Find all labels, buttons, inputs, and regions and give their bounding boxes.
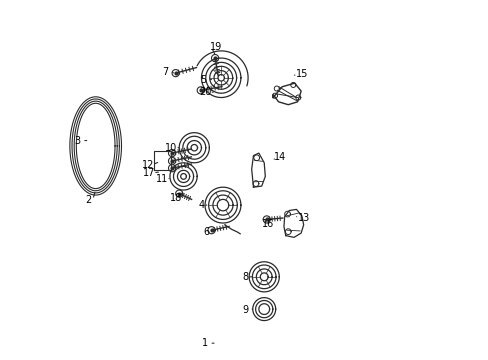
Text: 2: 2 bbox=[85, 195, 91, 205]
Text: 1: 1 bbox=[202, 338, 208, 348]
Text: 17: 17 bbox=[142, 168, 155, 178]
Text: 6: 6 bbox=[203, 227, 209, 237]
Text: 13: 13 bbox=[297, 213, 309, 222]
Text: 14: 14 bbox=[274, 152, 286, 162]
Text: 16: 16 bbox=[262, 219, 274, 229]
Text: 20: 20 bbox=[199, 87, 211, 97]
Text: 9: 9 bbox=[242, 305, 248, 315]
Text: 19: 19 bbox=[209, 42, 222, 52]
Text: 18: 18 bbox=[170, 193, 182, 203]
Text: 5: 5 bbox=[200, 75, 206, 85]
Text: 7: 7 bbox=[162, 67, 168, 77]
Text: 4: 4 bbox=[198, 200, 204, 210]
Text: 10: 10 bbox=[164, 143, 177, 153]
Text: 15: 15 bbox=[295, 69, 307, 79]
Text: 11: 11 bbox=[156, 174, 168, 184]
Text: 3: 3 bbox=[75, 136, 81, 145]
Text: 8: 8 bbox=[242, 272, 248, 282]
Text: 12: 12 bbox=[141, 160, 154, 170]
